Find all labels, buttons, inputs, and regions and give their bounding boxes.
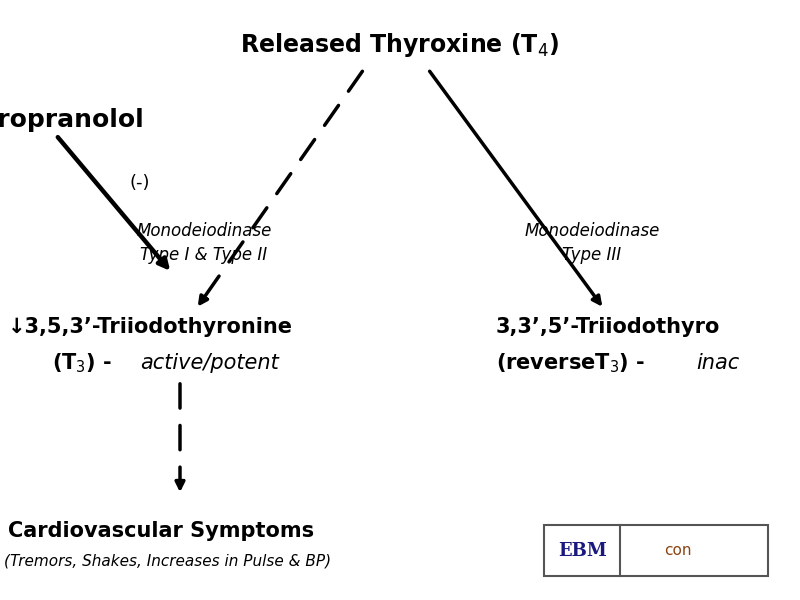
Text: (-): (-) [130, 174, 150, 192]
Text: ↓3,5,3’-Triiodothyronine: ↓3,5,3’-Triiodothyronine [8, 317, 293, 337]
Text: (reverseT$_3$) -: (reverseT$_3$) - [496, 351, 646, 375]
Text: (Tremors, Shakes, Increases in Pulse & BP): (Tremors, Shakes, Increases in Pulse & B… [4, 553, 331, 569]
Text: Monodeiodinase: Monodeiodinase [136, 222, 272, 240]
Text: Monodeiodinase: Monodeiodinase [524, 222, 660, 240]
Text: active/potent: active/potent [140, 353, 278, 373]
Text: EBM: EBM [558, 542, 607, 560]
Text: Type III: Type III [562, 246, 622, 264]
Bar [544, 525, 768, 576]
Text: (T$_3$) -: (T$_3$) - [52, 351, 114, 375]
Text: 3,3’,5’-Triiodothyro: 3,3’,5’-Triiodothyro [496, 317, 720, 337]
Text: Released Thyroxine (T$_4$): Released Thyroxine (T$_4$) [240, 31, 560, 59]
Text: Type I & Type II: Type I & Type II [141, 246, 267, 264]
Text: Propranolol: Propranolol [0, 108, 145, 132]
Text: con: con [664, 544, 691, 558]
Text: inac: inac [696, 353, 739, 373]
Text: Cardiovascular Symptoms: Cardiovascular Symptoms [8, 521, 314, 541]
